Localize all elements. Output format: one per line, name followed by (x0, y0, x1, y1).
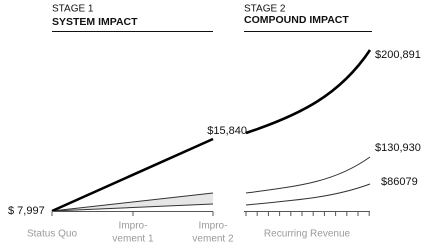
axis-label: Impro- (119, 221, 148, 232)
value-label: $200,891 (375, 49, 421, 61)
thin-curve (245, 183, 371, 206)
thin-curve (245, 156, 371, 194)
thin-line (51, 203, 214, 212)
axis-label: Recurring Revenue (264, 229, 351, 240)
stage-step: STAGE 2 (244, 4, 286, 15)
value-label: $ 7,997 (8, 205, 45, 217)
main-curve (245, 49, 372, 135)
axis-label: Impro- (199, 221, 228, 232)
stage-title: SYSTEM IMPACT (52, 16, 138, 28)
axis-label: vement 2 (192, 234, 234, 244)
value-label: $15,840 (207, 125, 247, 137)
axis-ticks (51, 211, 370, 216)
axis-label: Status Quo (27, 229, 77, 240)
main-line (51, 137, 214, 213)
value-label: $130,930 (375, 142, 421, 154)
thin-line (51, 192, 214, 212)
stage-title: COMPOUND IMPACT (244, 14, 349, 26)
value-label: $86079 (381, 176, 418, 188)
stage-step: STAGE 1 (52, 4, 94, 15)
axis-label: vement 1 (112, 234, 154, 244)
